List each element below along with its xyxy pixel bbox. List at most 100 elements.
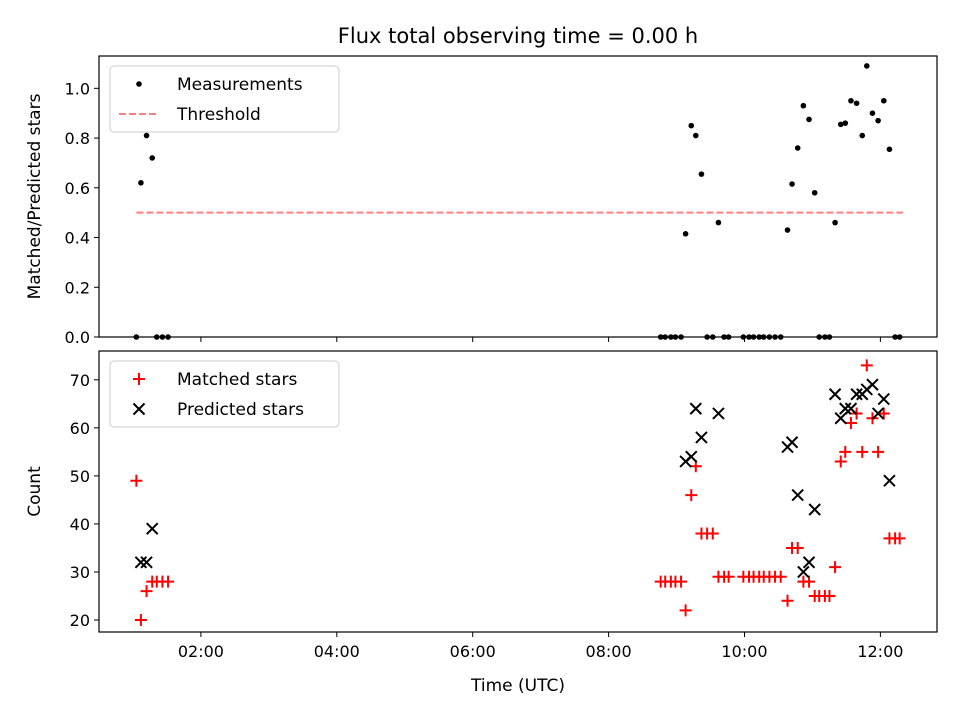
- measurement-point: [789, 181, 795, 187]
- ratio-plot-area: [133, 63, 904, 340]
- measurement-point: [869, 110, 876, 116]
- legend-label: Predicted stars: [177, 400, 304, 420]
- count-ytick-label: 60: [70, 419, 90, 438]
- matched-star-point: [679, 604, 692, 617]
- measurement-point: [842, 120, 849, 126]
- measurement-point: [756, 334, 763, 340]
- measurement-point: [875, 117, 881, 124]
- measurement-point: [837, 121, 844, 128]
- matched-star-point: [774, 570, 787, 583]
- measurement-point: [704, 334, 710, 340]
- matched-star-point: [140, 585, 153, 598]
- matched-star-point: [675, 575, 688, 588]
- measurement-point: [688, 122, 695, 129]
- ratio-axes: 0.0 0.2 0.4 0.6 0.8 1.0 Matched/Predicted star…: [25, 55, 938, 347]
- measurement-point: [800, 102, 807, 109]
- measurement-point: [880, 97, 887, 104]
- measurement-point: [657, 334, 664, 340]
- measurement-point: [165, 334, 171, 340]
- xlabel: Time (UTC): [470, 676, 565, 696]
- measurement-point: [668, 334, 674, 340]
- measurement-point: [715, 219, 722, 226]
- measurement-point: [159, 334, 166, 340]
- xtick-label: 10:00: [721, 642, 767, 661]
- measurement-point: [662, 334, 669, 340]
- ratio-ytick-label: 0.0: [65, 328, 90, 347]
- count-frame: [98, 350, 938, 633]
- measurement-point: [672, 334, 679, 340]
- ratio-ytick-label: 0.6: [65, 179, 90, 198]
- count-ytick-label: 40: [70, 515, 90, 534]
- measurement-point: [721, 334, 727, 340]
- legend-dot-marker: [136, 81, 142, 87]
- measurement-point: [863, 63, 870, 69]
- count-plot-area: [130, 359, 906, 626]
- measurement-point: [777, 334, 784, 340]
- ratio-ytick-label: 0.4: [65, 229, 90, 248]
- matched-star-point: [781, 594, 794, 607]
- predicted-star-point: [695, 431, 708, 444]
- count-ytick-label: 50: [70, 467, 90, 486]
- count-ytick-label: 30: [70, 563, 90, 582]
- measurement-point: [143, 132, 150, 139]
- measurement-point: [822, 334, 828, 340]
- matched-star-point: [893, 532, 906, 545]
- measurement-point: [692, 132, 699, 139]
- measurement-point: [133, 334, 140, 340]
- count-ylabel: Count: [25, 466, 45, 517]
- predicted-star-point: [877, 392, 890, 406]
- predicted-star-point: [689, 402, 702, 415]
- predicted-star-point: [791, 488, 804, 502]
- predicted-star-point: [883, 474, 896, 487]
- measurement-point: [853, 100, 860, 107]
- ratio-frame: [98, 55, 938, 338]
- predicted-star-point: [808, 503, 821, 516]
- measurement-point: [682, 231, 689, 237]
- ratio-ytick-label: 0.8: [65, 129, 90, 148]
- legend-plus-marker: [133, 373, 145, 385]
- matched-star-point: [856, 445, 869, 458]
- ratio-legend: [109, 65, 340, 133]
- measurement-point: [896, 334, 903, 340]
- measurement-point: [859, 132, 866, 139]
- measurement-point: [740, 334, 747, 340]
- legend-label: Measurements: [177, 75, 303, 95]
- measurement-point: [772, 334, 778, 340]
- matched-star-point: [829, 561, 842, 574]
- matched-star-point: [823, 589, 836, 602]
- predicted-star-point: [802, 556, 816, 569]
- measurement-point: [826, 334, 833, 340]
- measurement-point: [794, 145, 801, 151]
- measurement-point: [784, 227, 791, 233]
- matched-star-point: [162, 575, 175, 588]
- matched-star-point: [685, 489, 698, 502]
- matched-star-point: [860, 359, 873, 372]
- predicted-star-point: [134, 556, 148, 569]
- predicted-star-point: [140, 556, 153, 569]
- measurement-point: [698, 171, 705, 177]
- measurement-point: [886, 146, 893, 153]
- matched-star-point: [839, 445, 852, 458]
- matched-star-point: [877, 407, 890, 420]
- ratio-ytick-label: 1.0: [65, 79, 90, 98]
- predicted-star-point: [146, 522, 159, 535]
- count-ytick-label: 20: [70, 611, 90, 630]
- xtick-label: 06:00: [450, 642, 496, 661]
- matched-star-point: [834, 455, 847, 468]
- measurement-point: [725, 334, 732, 340]
- predicted-star-point: [685, 450, 698, 463]
- matched-star-point: [872, 445, 885, 458]
- measurement-point: [806, 116, 812, 123]
- predicted-star-point: [871, 407, 885, 420]
- measurement-point: [816, 334, 823, 340]
- count-axes: 20 30 40 50 60 70 02:00 04:00 06:00 08:00 10:00 12:…: [25, 350, 938, 696]
- matched-star-point: [722, 570, 735, 583]
- predicted-star-point: [839, 402, 852, 415]
- predicted-star-point: [834, 412, 847, 425]
- xtick-label: 12:00: [857, 642, 903, 661]
- matched-star-point: [130, 474, 143, 487]
- matched-star-point: [134, 613, 147, 626]
- predicted-star-point: [712, 407, 725, 420]
- measurement-point: [832, 219, 838, 226]
